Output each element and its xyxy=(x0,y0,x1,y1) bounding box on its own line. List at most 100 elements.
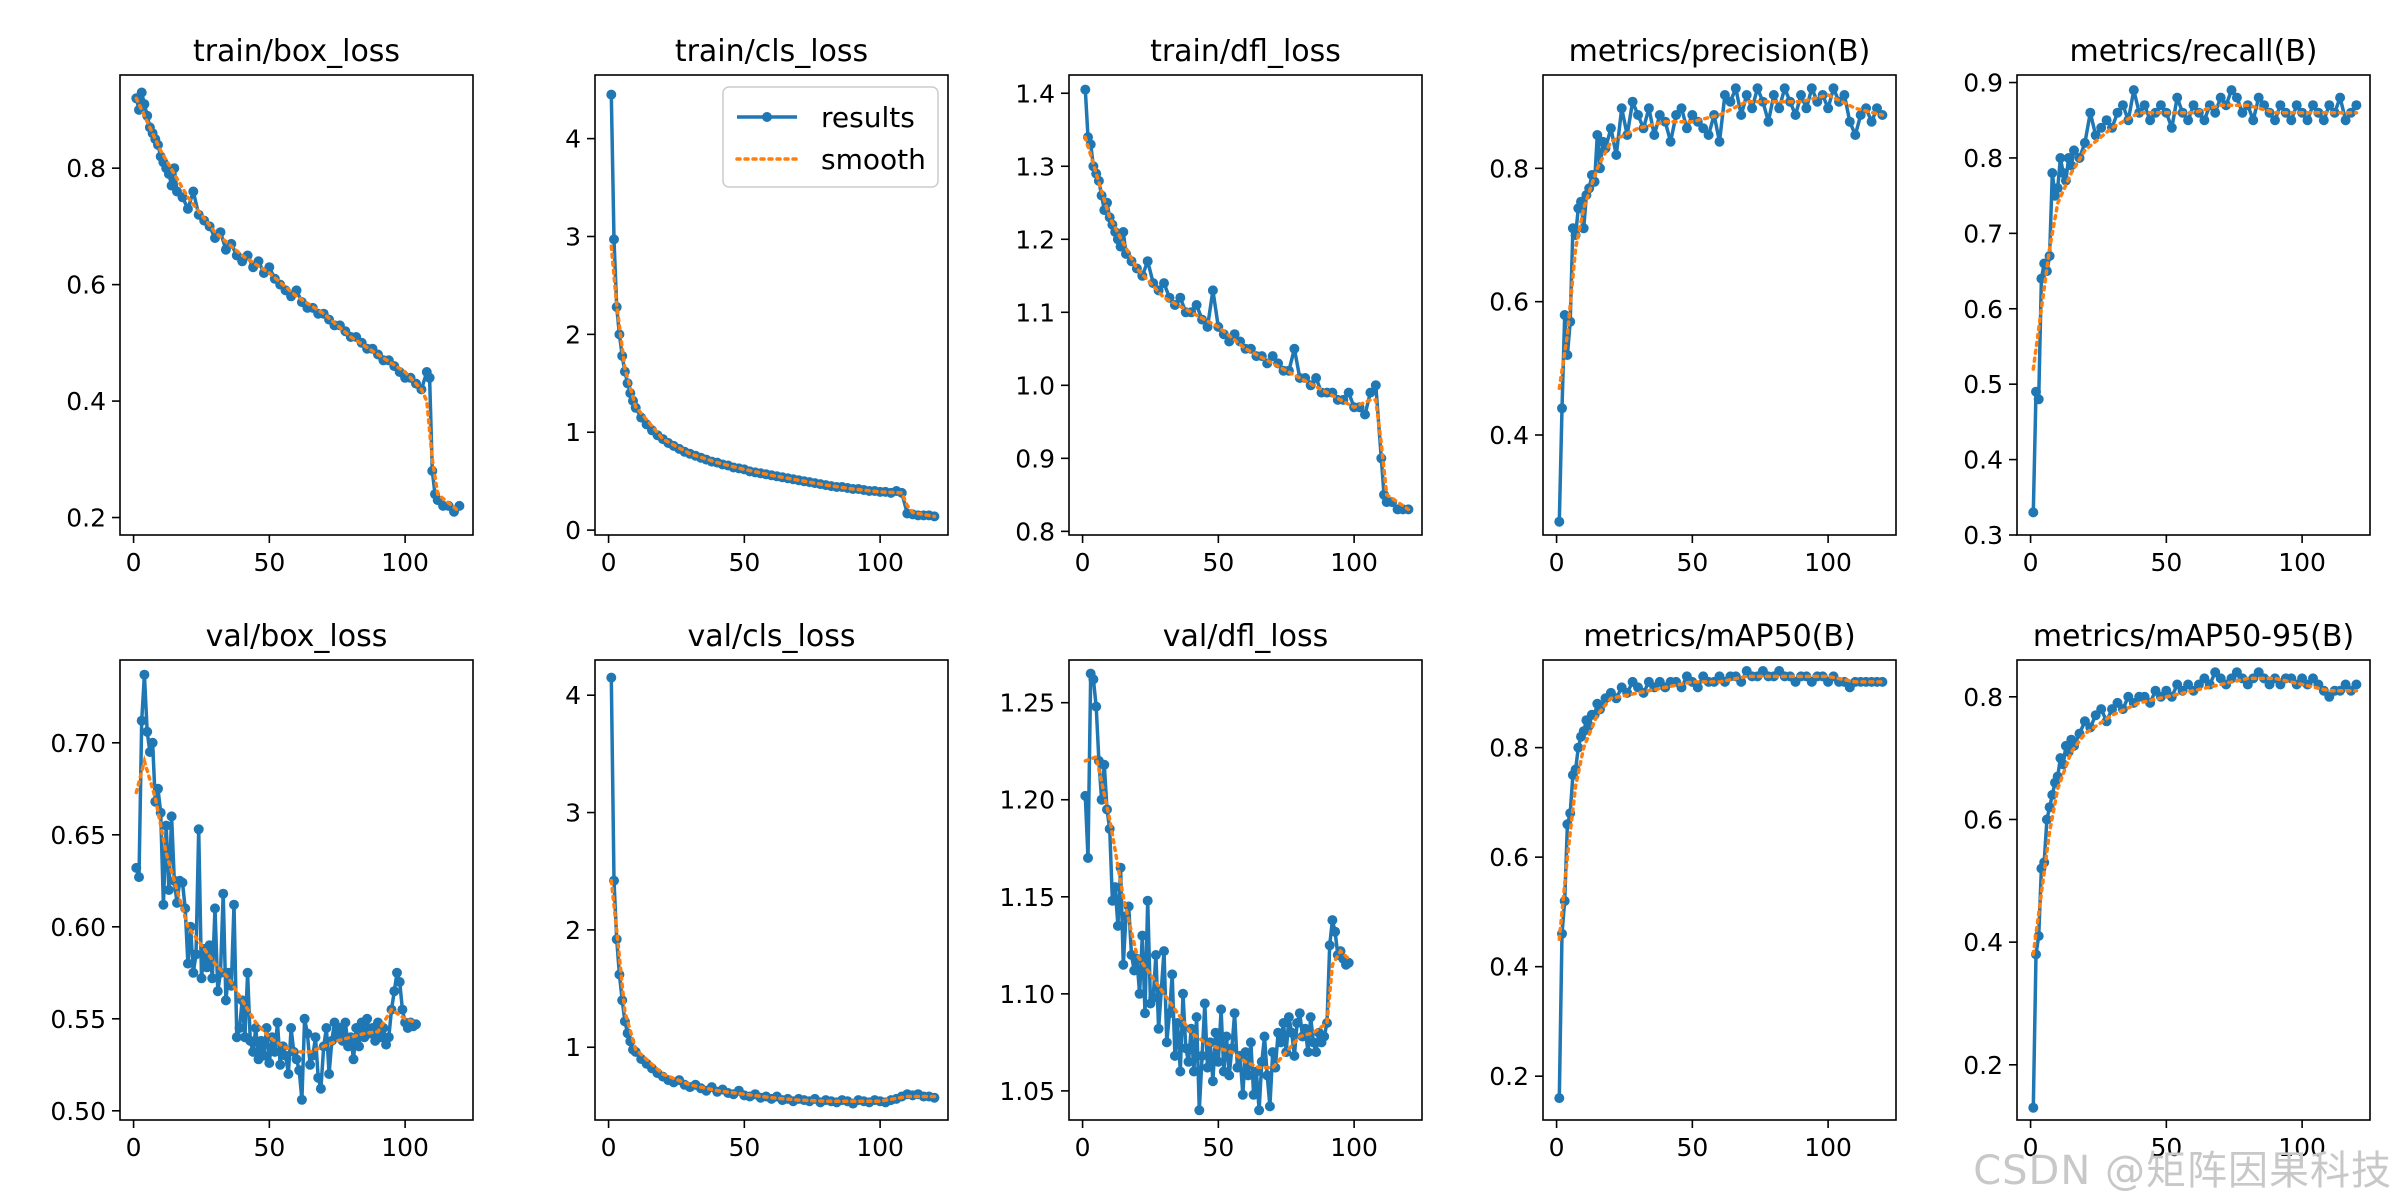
data-point xyxy=(383,1032,394,1043)
data-point xyxy=(1292,1018,1303,1028)
data-point xyxy=(1311,373,1322,383)
data-point xyxy=(1649,130,1660,140)
data-point xyxy=(1107,895,1118,906)
data-point xyxy=(220,995,231,1006)
data-point xyxy=(2096,122,2107,133)
data-point xyxy=(1757,96,1768,107)
data-point xyxy=(1289,1050,1300,1061)
data-point xyxy=(1248,1089,1259,1100)
data-point xyxy=(161,820,172,831)
data-point xyxy=(234,1023,245,1033)
data-point xyxy=(188,967,199,978)
data-point xyxy=(1216,1004,1227,1015)
series-line-smooth xyxy=(1083,135,1411,512)
data-point xyxy=(1747,103,1758,114)
data-point xyxy=(606,672,617,683)
data-point xyxy=(1240,1047,1251,1058)
x-tick-label: 0 xyxy=(601,1133,617,1162)
y-tick-label: 0.4 xyxy=(66,387,106,416)
y-tick-label: 1.20 xyxy=(999,786,1055,815)
y-tick-label: 0.50 xyxy=(50,1097,106,1126)
data-point xyxy=(283,1069,294,1079)
data-point xyxy=(1752,83,1763,94)
y-tick-label: 2 xyxy=(565,916,581,945)
data-point xyxy=(134,872,144,883)
series-line-results xyxy=(1557,669,1883,1099)
data-point xyxy=(1828,83,1839,94)
subplot-10: metrics/mAP50-95(B) 0 50 100 0.2 0.4 0.6 0.8 xyxy=(1963,619,2371,1162)
data-point xyxy=(1725,96,1736,107)
data-point xyxy=(1611,150,1622,160)
data-point xyxy=(2047,168,2058,178)
legend: results smooth xyxy=(722,86,939,188)
data-point xyxy=(2041,814,2052,825)
data-point xyxy=(1080,790,1091,801)
data-point xyxy=(193,824,204,835)
x-tick-label: 0 xyxy=(2023,1133,2039,1162)
y-tick-label: 1.15 xyxy=(999,883,1055,912)
data-point xyxy=(1172,1018,1183,1028)
x-tick-label: 0 xyxy=(2023,548,2039,577)
data-point xyxy=(1229,1008,1240,1019)
x-tick-label: 0 xyxy=(1075,548,1091,577)
data-point xyxy=(131,862,142,873)
data-point xyxy=(2090,130,2101,141)
data-point xyxy=(2058,168,2069,178)
data-point xyxy=(2351,100,2362,111)
data-point xyxy=(1142,895,1153,906)
data-point xyxy=(2183,115,2194,126)
data-point xyxy=(1311,1047,1322,1058)
data-point xyxy=(2221,100,2232,111)
data-point xyxy=(256,1035,267,1046)
plot-frame xyxy=(594,74,949,536)
data-point xyxy=(1300,1023,1311,1034)
data-point xyxy=(2248,115,2259,126)
data-point xyxy=(2117,100,2128,111)
series-line-smooth xyxy=(134,754,418,1054)
y-tick-label: 0.8 xyxy=(1489,734,1529,763)
y-tick-label: 0.8 xyxy=(66,154,106,183)
data-point xyxy=(1083,853,1093,863)
data-point xyxy=(1557,403,1567,414)
data-point xyxy=(177,877,188,888)
data-point xyxy=(2112,107,2123,118)
data-point xyxy=(2096,704,2107,715)
x-tick-label: 0 xyxy=(601,548,617,577)
data-point xyxy=(1153,1023,1164,1034)
data-point xyxy=(242,967,253,978)
data-point xyxy=(1202,1062,1213,1073)
series-line-smooth xyxy=(2031,103,2359,371)
data-point xyxy=(136,715,147,726)
subplot-2: train/cls_loss 0 50 100 0 1 2 3 4 results smooth xyxy=(565,34,949,577)
data-point xyxy=(2145,115,2156,126)
data-point xyxy=(1698,123,1709,134)
data-point xyxy=(1264,1101,1275,1112)
data-point xyxy=(1768,90,1779,100)
data-point xyxy=(201,962,212,973)
data-point xyxy=(245,1035,256,1046)
data-point xyxy=(1289,343,1300,354)
data-point xyxy=(1273,1027,1284,1038)
data-point xyxy=(1872,103,1882,114)
data-point xyxy=(389,986,400,997)
y-tick-label: 0.5 xyxy=(1963,370,2003,399)
series-line-smooth xyxy=(1557,674,1885,942)
data-point xyxy=(280,1050,291,1061)
data-point xyxy=(2050,190,2060,201)
data-point xyxy=(375,1032,386,1043)
data-point xyxy=(606,89,617,100)
data-point xyxy=(611,302,622,312)
x-tick-label: 0 xyxy=(1075,1133,1091,1162)
data-point xyxy=(609,234,619,245)
y-tick-label: 1.10 xyxy=(999,980,1055,1009)
data-point xyxy=(1191,300,1202,310)
data-point xyxy=(1256,1056,1267,1067)
y-tick-label: 0.2 xyxy=(66,504,106,533)
data-point xyxy=(340,1017,351,1028)
data-point xyxy=(1343,957,1354,968)
data-point xyxy=(2172,92,2183,103)
data-point xyxy=(1554,1093,1565,1104)
data-point xyxy=(1150,950,1161,960)
x-tick-label: 100 xyxy=(1804,1133,1852,1162)
data-point xyxy=(394,977,405,987)
